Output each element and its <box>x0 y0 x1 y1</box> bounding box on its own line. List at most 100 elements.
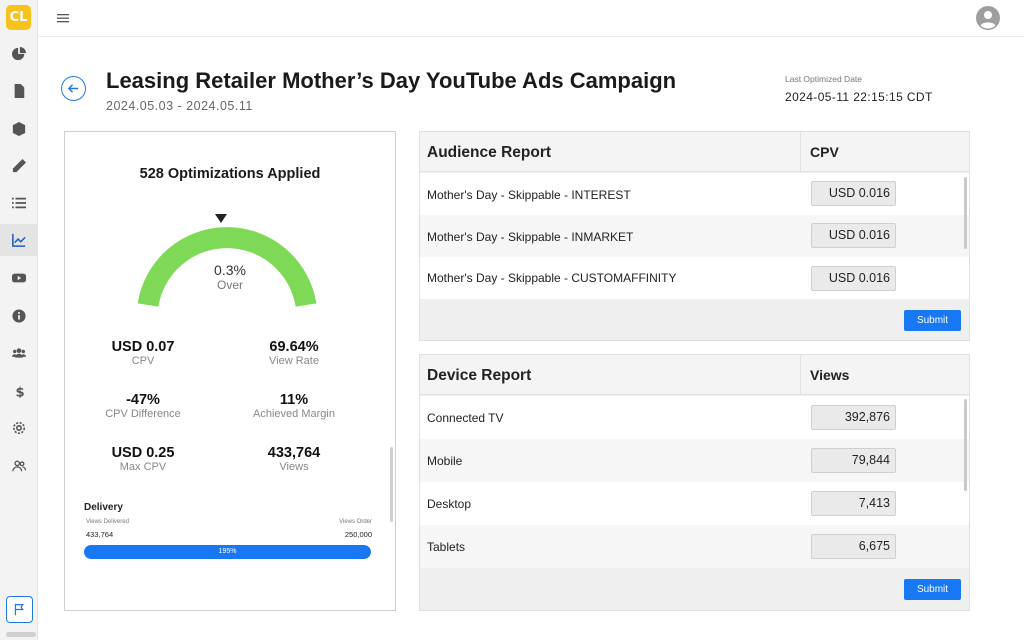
last-optimized-label: Last Optimized Date <box>785 74 863 84</box>
cpv-input[interactable]: USD 0.016 <box>811 181 896 206</box>
users-icon <box>12 348 26 358</box>
sidebar-scrollbar[interactable] <box>6 632 36 637</box>
sidebar-item-overview[interactable] <box>0 38 38 70</box>
dollar-icon: $ <box>16 385 25 398</box>
page-title: Leasing Retailer Mother’s Day YouTube Ad… <box>106 68 677 93</box>
device-submit-button[interactable]: Submit <box>904 579 961 600</box>
header-divider <box>800 355 801 395</box>
delivery-progress-text: 195% <box>218 548 237 555</box>
device-report-title: Device Report <box>427 367 532 384</box>
cpv-column-header: CPV <box>810 144 839 160</box>
device-report-panel: Device Report Views Connected TV 392,876… <box>419 354 970 611</box>
sidebar-item-users[interactable] <box>0 337 38 369</box>
metric-view-rate: 69.64% View Rate <box>229 339 359 367</box>
audience-report-panel: Audience Report CPV Mother's Day - Skipp… <box>419 131 970 341</box>
metric-value: USD 0.07 <box>111 339 175 355</box>
table-row: Tablets 6,675 <box>420 525 969 568</box>
metric-value: -47% <box>126 392 160 408</box>
delivery-title: Delivery <box>84 502 123 513</box>
views-input[interactable]: 7,413 <box>811 491 896 516</box>
device-name: Connected TV <box>427 411 504 425</box>
metric-max-cpv: USD 0.25 Max CPV <box>78 445 208 473</box>
feedback-flag-button[interactable] <box>6 596 33 623</box>
device-name: Desktop <box>427 497 472 511</box>
top-bar <box>38 0 1024 37</box>
audience-submit-button[interactable]: Submit <box>904 310 961 331</box>
app-logo[interactable]: CL <box>6 5 31 30</box>
device-name: Mobile <box>427 454 463 468</box>
team-icon <box>12 460 26 472</box>
views-order-label: Views Order <box>339 519 372 525</box>
flag-icon <box>14 603 24 616</box>
metric-achieved-margin: 11% Achieved Margin <box>229 392 359 420</box>
metric-label: Max CPV <box>119 461 167 473</box>
metric-label: CPV <box>131 355 155 367</box>
metric-value: USD 0.25 <box>111 445 175 461</box>
pacing-gauge <box>137 214 317 307</box>
gear-icon <box>12 421 26 435</box>
views-input[interactable]: 6,675 <box>811 534 896 559</box>
metric-views: 433,764 Views <box>229 445 359 473</box>
header-divider <box>800 132 801 172</box>
pie-chart-icon <box>12 47 26 61</box>
last-optimized-value: 2024-05-11 22:15:15 CDT <box>785 90 933 104</box>
sidebar-item-analytics[interactable] <box>0 224 38 256</box>
sidebar-item-billing[interactable]: $ <box>0 375 38 407</box>
sidebar: CL $ <box>0 0 38 640</box>
sidebar-item-list[interactable] <box>0 187 38 219</box>
info-icon <box>12 309 26 323</box>
delivery-progress-bar: 195% <box>84 545 371 559</box>
sidebar-item-settings[interactable] <box>0 412 38 444</box>
metric-cpv: USD 0.07 CPV <box>78 339 208 367</box>
user-avatar-icon[interactable] <box>976 6 1000 30</box>
trend-chart-icon <box>12 233 26 247</box>
audience-name: Mother's Day - Skippable - INMARKET <box>427 230 634 244</box>
youtube-icon <box>12 273 26 283</box>
metric-label: View Rate <box>269 355 319 367</box>
audience-report-scrollbar[interactable] <box>964 177 967 249</box>
audience-name: Mother's Day - Skippable - CUSTOMAFFINIT… <box>427 271 677 285</box>
sidebar-item-info[interactable] <box>0 300 38 332</box>
summary-card-scrollbar[interactable] <box>390 447 393 522</box>
metric-label: CPV Difference <box>105 408 181 420</box>
sidebar-item-edit[interactable] <box>0 150 38 182</box>
metric-cpv-difference: -47% CPV Difference <box>78 392 208 420</box>
optimizations-applied: 528 Optimizations Applied <box>139 166 321 182</box>
gauge-marker-icon <box>215 214 227 223</box>
document-icon <box>14 84 25 98</box>
metric-label: Views <box>279 461 309 473</box>
views-input[interactable]: 79,844 <box>811 448 896 473</box>
delivery-progress-fill <box>84 545 371 559</box>
metric-value: 69.64% <box>269 339 319 355</box>
campaign-date-range: 2024.05.03 - 2024.05.11 <box>106 99 253 113</box>
sidebar-item-team[interactable] <box>0 450 38 482</box>
box-icon <box>12 122 26 136</box>
metric-label: Achieved Margin <box>253 408 335 420</box>
metric-value: 433,764 <box>267 445 321 461</box>
sidebar-item-documents[interactable] <box>0 75 38 107</box>
list-icon <box>12 197 26 209</box>
cpv-input[interactable]: USD 0.016 <box>811 223 896 248</box>
device-report-scrollbar[interactable] <box>964 399 967 491</box>
sidebar-item-products[interactable] <box>0 113 38 145</box>
hamburger-menu-icon[interactable] <box>56 11 70 25</box>
cpv-input[interactable]: USD 0.016 <box>811 266 896 291</box>
device-name: Tablets <box>427 540 466 554</box>
views-input[interactable]: 392,876 <box>811 405 896 430</box>
table-row: Mobile 79,844 <box>420 439 969 482</box>
views-order-value: 250,000 <box>344 530 372 539</box>
audience-report-header: Audience Report CPV <box>420 132 969 172</box>
arrow-left-icon <box>67 84 79 93</box>
table-row: Mother's Day - Skippable - CUSTOMAFFINIT… <box>420 257 969 299</box>
sidebar-item-youtube[interactable] <box>0 262 38 294</box>
audience-name: Mother's Day - Skippable - INTEREST <box>427 188 631 202</box>
pencil-icon <box>12 159 26 173</box>
views-column-header: Views <box>810 367 850 383</box>
back-button[interactable] <box>61 76 86 101</box>
table-row: Connected TV 392,876 <box>420 396 969 439</box>
optimization-summary-card: 528 Optimizations Applied 0.3% Over USD … <box>64 131 396 611</box>
device-report-header: Device Report Views <box>420 355 969 395</box>
svg-text:$: $ <box>16 385 25 398</box>
table-row: Desktop 7,413 <box>420 482 969 525</box>
